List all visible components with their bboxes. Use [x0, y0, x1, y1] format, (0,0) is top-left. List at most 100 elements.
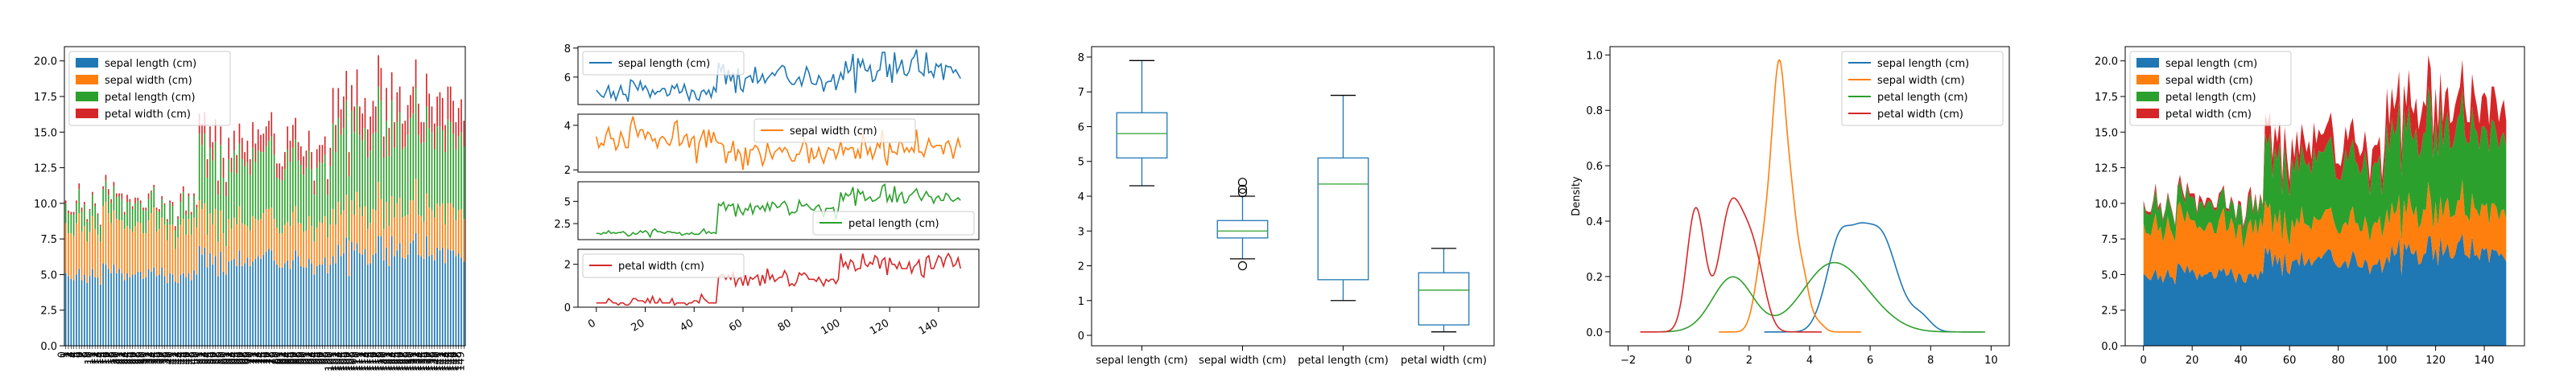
bar-segment — [415, 59, 417, 88]
bar-segment — [273, 260, 275, 346]
bar-segment — [439, 126, 441, 207]
bar-segment — [217, 241, 219, 277]
x-tick-label: 22 — [116, 351, 128, 365]
bar-segment — [142, 207, 144, 211]
x-tick-label: 56 — [207, 351, 219, 365]
bar-segment — [287, 221, 289, 261]
bar-segment — [115, 219, 118, 273]
bar-segment — [295, 250, 297, 346]
bar-segment — [260, 219, 262, 259]
x-tick-label: 49 — [188, 351, 200, 365]
bar-segment — [142, 210, 144, 234]
bar-segment — [398, 243, 401, 346]
bar-segment — [217, 180, 219, 195]
bar-segment — [337, 117, 340, 203]
bar-segment — [97, 234, 99, 277]
x-tick-label: 75 — [258, 351, 270, 365]
x-tick-label: 61 — [220, 351, 232, 365]
bar-segment — [407, 254, 409, 346]
bar-segment — [321, 145, 324, 164]
x-tick-label: 137 — [423, 351, 436, 372]
bar-segment — [153, 187, 155, 208]
bar-segment — [118, 193, 120, 196]
bar-segment — [332, 256, 334, 346]
bar-segment — [319, 265, 320, 346]
x-tick-label: 43 — [171, 351, 184, 365]
bar-segment — [84, 202, 85, 205]
bar-segment — [394, 217, 395, 257]
axes-frame — [577, 113, 980, 173]
bar-segment — [279, 267, 281, 346]
bar-segment — [404, 146, 407, 216]
legend-swatch — [2136, 58, 2159, 68]
x-tick-label: 77 — [262, 351, 275, 365]
bar-segment — [329, 265, 332, 346]
bar-segment — [78, 269, 80, 346]
bar-segment — [335, 152, 336, 225]
bar-segment — [308, 216, 310, 259]
y-tick-label: 0 — [564, 302, 571, 314]
bar-segment — [169, 200, 171, 203]
x-tick-label: 6 — [1867, 355, 1873, 367]
bar-segment — [455, 220, 457, 257]
x-tick-label: 133 — [412, 351, 424, 372]
line-subplots: 6 8 sepal length (cm) 2 4 sepal width (cm) 2.5… — [554, 43, 980, 338]
bar-segment — [236, 265, 237, 346]
bar-segment — [452, 133, 454, 208]
bar-segment — [260, 258, 262, 346]
x-tick-label: 18 — [105, 351, 117, 365]
bar-segment — [217, 276, 219, 346]
bar-segment — [348, 152, 350, 177]
bar-segment — [439, 250, 441, 346]
bar-segment — [327, 237, 328, 273]
bar-segment — [404, 258, 407, 346]
bar-segment — [265, 146, 267, 209]
bar-segment — [220, 252, 222, 346]
bar-segment — [351, 84, 353, 111]
x-tick-label: 80 — [2331, 355, 2345, 367]
bar-segment — [246, 140, 249, 162]
bar-segment — [180, 224, 182, 275]
bar-segment — [238, 143, 241, 207]
x-tick-label: 130 — [404, 351, 416, 372]
bar-segment — [64, 200, 67, 203]
bar-segment — [220, 210, 222, 253]
bar-segment — [366, 228, 369, 265]
bar-segment — [182, 273, 184, 346]
bar-segment — [426, 236, 427, 346]
bar-segment — [137, 271, 139, 346]
line-subplot: 2.5 5 petal length (cm) — [554, 181, 980, 240]
bar-segment — [372, 254, 374, 346]
bar-segment — [463, 261, 465, 346]
x-tick-label: 39 — [161, 351, 173, 365]
x-tick-label: 3 — [65, 351, 77, 358]
bar-segment — [270, 112, 273, 137]
bar-segment — [420, 216, 423, 257]
bar-segment — [345, 71, 348, 101]
bar-segment — [80, 232, 83, 281]
bar-segment — [329, 147, 332, 166]
x-tick-label: 27 — [129, 351, 141, 365]
x-tick-label: 38 — [159, 351, 171, 365]
x-tick-label: 94 — [308, 351, 320, 365]
bar-segment — [460, 132, 462, 209]
bar-segment — [185, 215, 187, 235]
x-tick-label: 17 — [102, 351, 114, 365]
bar-segment — [374, 106, 377, 133]
x-tick-label: petal width (cm) — [1401, 355, 1487, 367]
bar-segment — [137, 197, 139, 201]
x-tick-label: 106 — [341, 351, 353, 372]
bar-segment — [222, 158, 225, 178]
bar-segment — [121, 273, 123, 346]
x-tick-label: 134 — [415, 351, 427, 372]
x-tick-label: 6 — [73, 351, 85, 358]
bar-segment — [123, 211, 126, 216]
x-tick-label: 80 — [776, 317, 794, 334]
x-tick-label: 80 — [270, 351, 283, 365]
bar-segment — [281, 267, 283, 346]
y-tick-label: 8 — [1078, 52, 1084, 64]
bar-segment — [273, 219, 275, 261]
bar-segment — [198, 246, 200, 346]
bar-segment — [193, 193, 195, 196]
x-tick-label: 62 — [223, 351, 235, 365]
